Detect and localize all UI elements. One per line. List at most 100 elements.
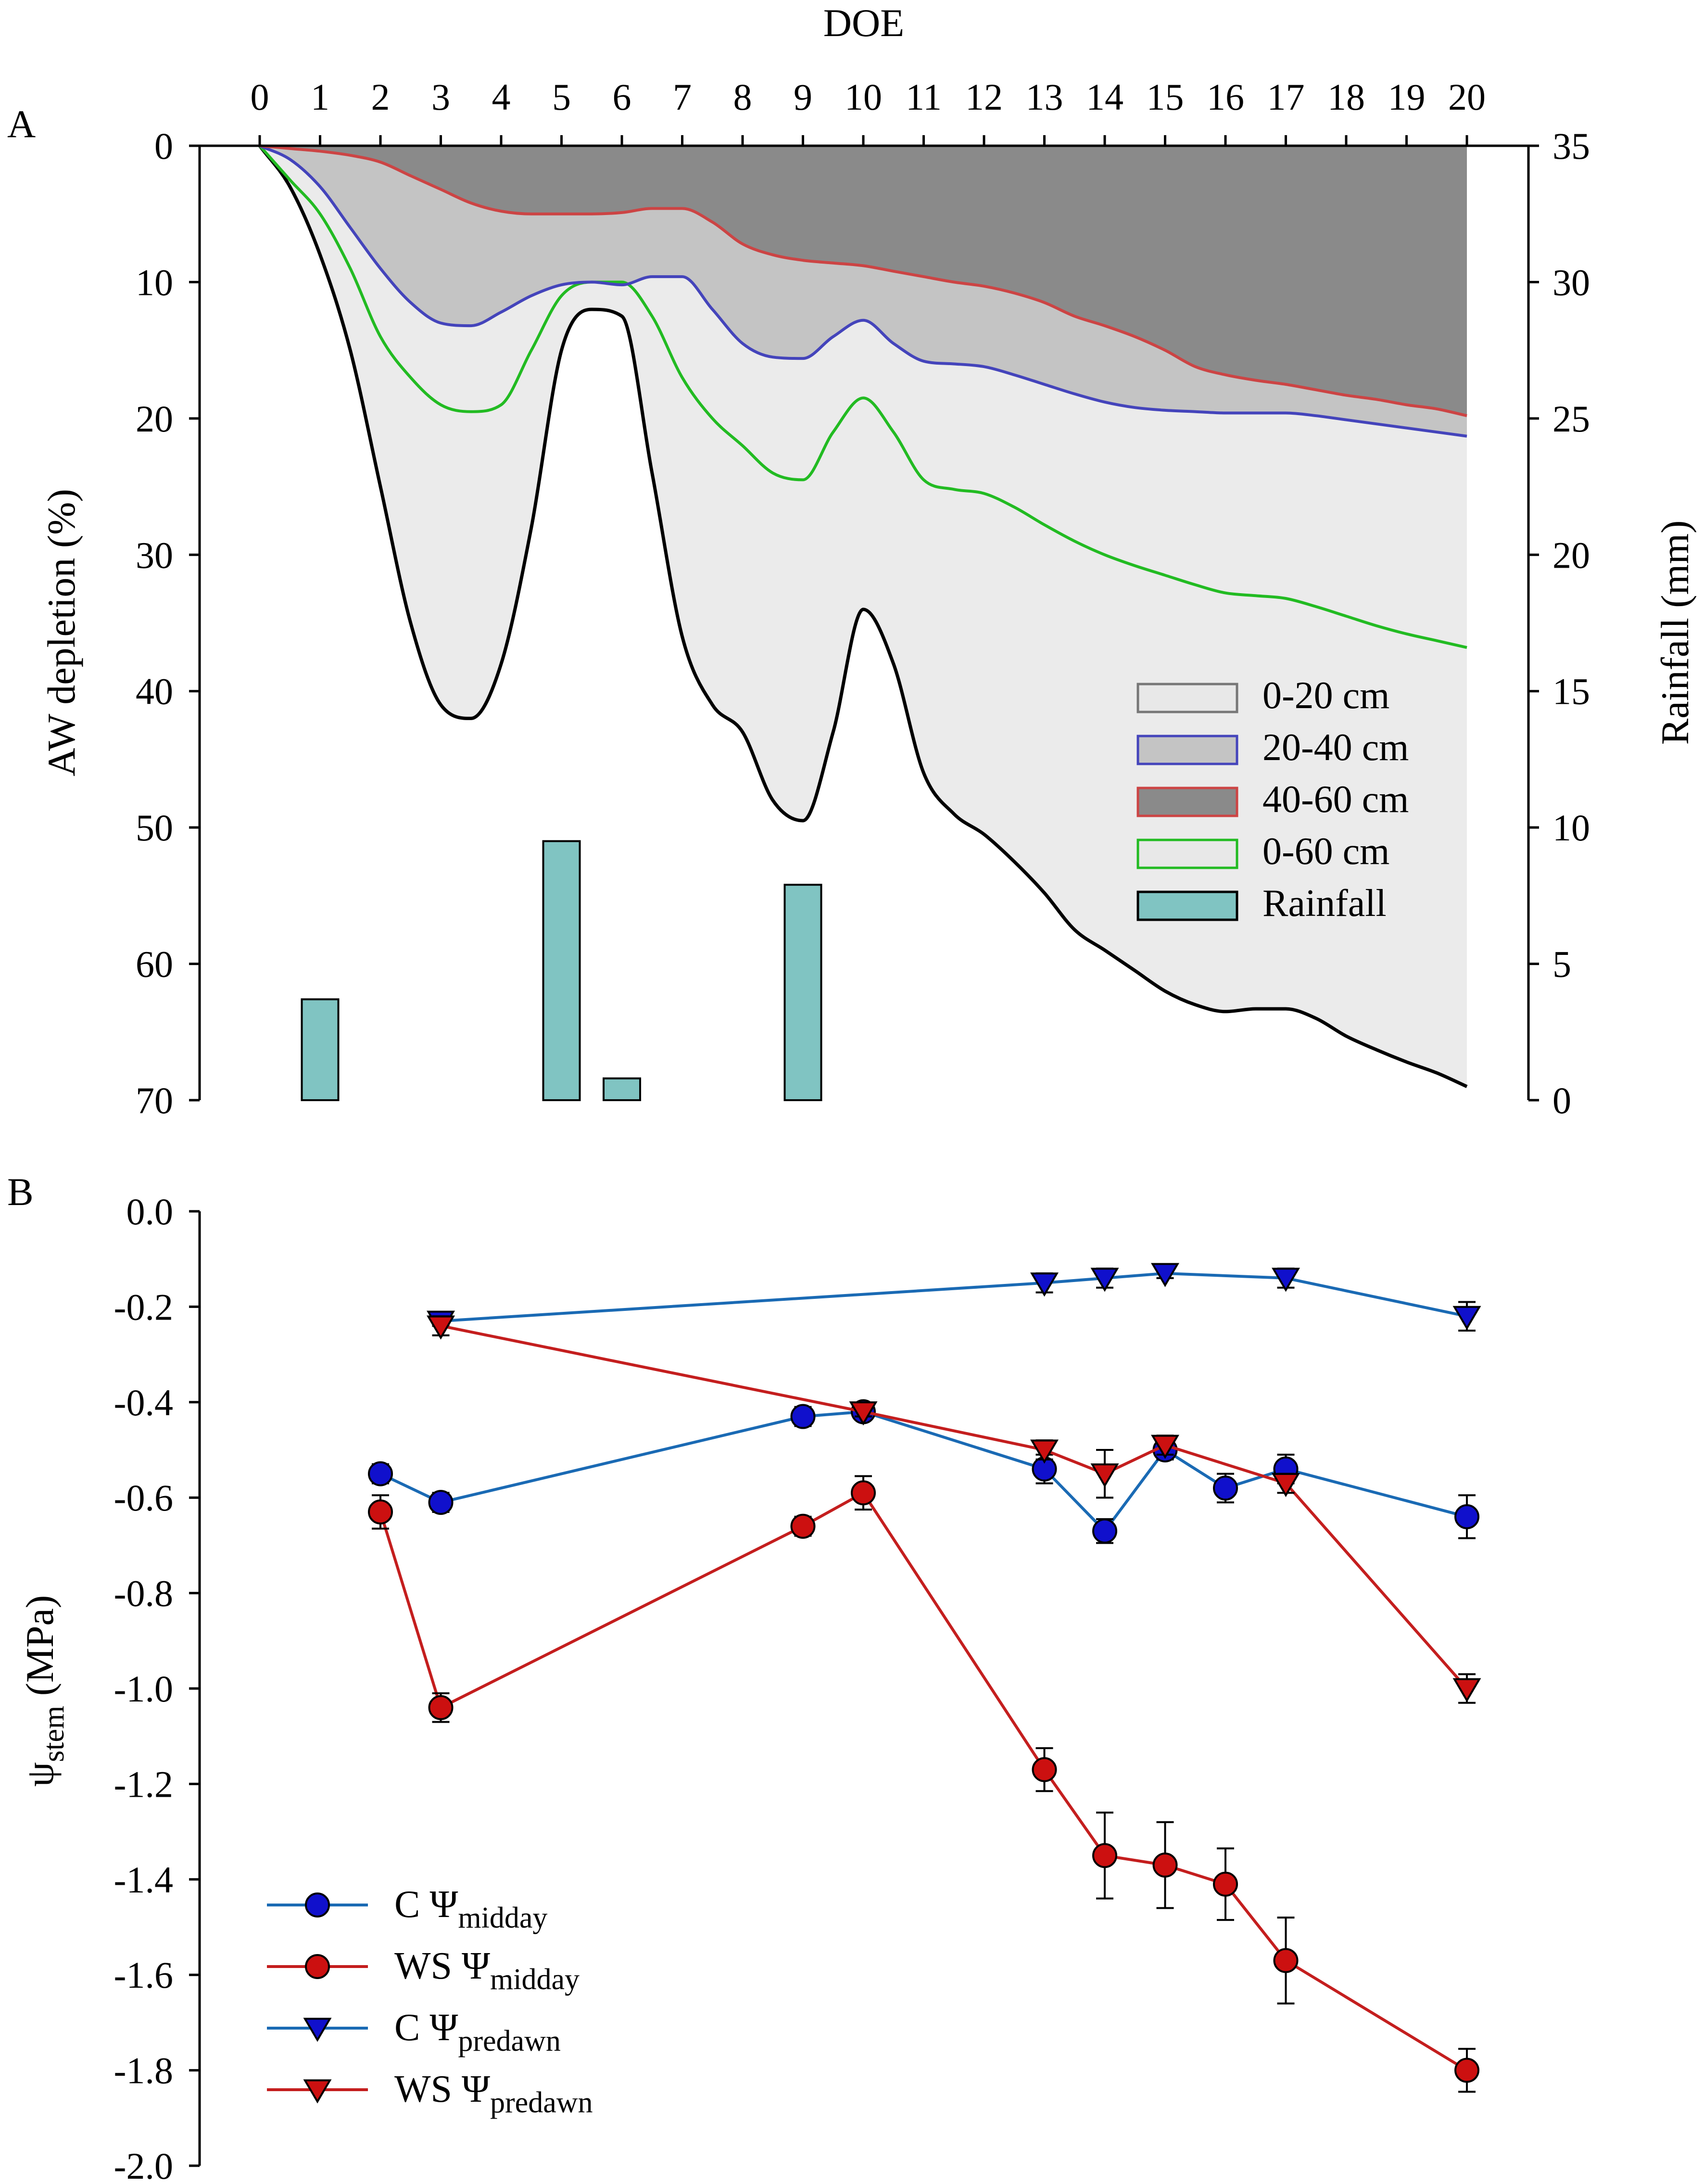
- x-tick-label: 13: [1026, 76, 1063, 118]
- data-point: [1030, 1439, 1059, 1464]
- x-tick-label: 11: [906, 76, 942, 118]
- y2-tick-label: 35: [1553, 125, 1590, 167]
- panel-a-label: A: [7, 102, 36, 146]
- legend-label-main: C Ψ: [394, 2006, 458, 2049]
- legend-marker: [303, 2018, 332, 2042]
- panel-b-y-tick-label: 0.0: [126, 1191, 174, 1232]
- y-tick-label: 60: [136, 943, 173, 985]
- line-0-60-cm: [258, 145, 1467, 649]
- y2-tick-label: 15: [1553, 671, 1590, 712]
- data-point: [790, 1513, 816, 1539]
- panel-b-y-tick-label: -1.6: [114, 1954, 173, 1996]
- data-point: [1092, 1518, 1117, 1544]
- x-tick-label: 3: [431, 76, 450, 118]
- panel-a-x-axis-title: DOE: [823, 1, 905, 45]
- data-point: [1092, 1843, 1117, 1868]
- panel-b-y-axis-title: ψstem (MPa): [18, 1595, 70, 1787]
- data-point: [1151, 1435, 1179, 1459]
- legend-label-sub: midday: [458, 1902, 547, 1934]
- data-point: [1152, 1853, 1178, 1878]
- x-tick-label: 12: [965, 76, 1003, 118]
- data-point: [1272, 1268, 1300, 1292]
- panel-a-legend: 0-20 cm 20-40 cm 40-60 cm 0-60 cm Rainfall: [1136, 674, 1409, 925]
- series-layer: [368, 1263, 1481, 2093]
- panel-b-label: B: [7, 1170, 34, 1214]
- panel-b: B ψstem (MPa) 0.0 -0.2 -0.4 -0.6 -0.8 -1.0 -1.…: [7, 1170, 1481, 2184]
- line-20-40-cm: [259, 144, 1467, 438]
- rainfall-bar: [783, 884, 822, 1101]
- legend-label-main: C Ψ: [394, 1883, 458, 1926]
- panel-b-y-tick-label: -0.6: [114, 1477, 173, 1519]
- series-ws-predawn: [427, 1315, 1481, 1704]
- legend-label: 0-60 cm: [1262, 830, 1389, 873]
- data-point: [849, 1401, 878, 1426]
- x-tick-label: 0: [251, 76, 269, 118]
- data-point: [1032, 1757, 1057, 1782]
- legend-swatch: [1136, 735, 1238, 765]
- y-tick-label: 10: [136, 261, 173, 303]
- legend-swatch: [1136, 683, 1238, 713]
- data-point: [790, 1404, 816, 1429]
- panel-a-y2-axis-title: Rainfall (mm): [1653, 521, 1697, 745]
- panel-b-y-tick-label: -2.0: [114, 2145, 173, 2184]
- x-tick-label: 14: [1086, 76, 1123, 118]
- panel-b-y-axis-title-main: ψ: [18, 1762, 62, 1787]
- series-line: [379, 1410, 1467, 1534]
- x-tick-label: 8: [733, 76, 752, 118]
- legend-label-sub: midday: [490, 1963, 580, 1996]
- rainfall-bar: [542, 840, 581, 1101]
- panel-b-y-tick-label: -1.8: [114, 2050, 173, 2092]
- x-tick-label: 10: [845, 76, 882, 118]
- data-point: [1273, 1948, 1299, 1973]
- line-40-60-cm: [259, 144, 1467, 418]
- data-point: [427, 1315, 455, 1340]
- legend-marker: [305, 1892, 330, 1917]
- series-line: [379, 1491, 1468, 2072]
- y2-tick-label: 30: [1553, 261, 1590, 303]
- series-line: [440, 1324, 1468, 1689]
- legend-swatch: [1136, 890, 1238, 921]
- data-point: [1452, 1678, 1481, 1702]
- panel-b-y-tick-label: -0.2: [114, 1286, 173, 1328]
- rainfall-bars: [301, 840, 822, 1102]
- x-tick-label: 4: [492, 76, 511, 118]
- x-tick-label: 1: [311, 76, 329, 118]
- x-tick-label: 16: [1207, 76, 1244, 118]
- y-tick-label: 20: [136, 398, 173, 440]
- y-tick-label: 50: [136, 807, 173, 849]
- y2-tick-label: 20: [1553, 534, 1590, 576]
- x-tick-label: 7: [673, 76, 692, 118]
- panel-b-y-tick-label: -1.0: [114, 1668, 173, 1710]
- panel-a-y-axis-title: AW depletion (%): [39, 489, 83, 776]
- y2-tick-label: 5: [1553, 943, 1571, 985]
- x-tick-label: 9: [794, 76, 812, 118]
- panel-a-axes: 0 1 2 3 4 5 6 7 8 9 10 11 12 13 14 15 16 17 18 19 2001020304…: [136, 76, 1590, 1121]
- legend-label-main: WS Ψ: [394, 2068, 490, 2110]
- data-point: [1213, 1871, 1238, 1897]
- x-tick-label: 15: [1147, 76, 1184, 118]
- legend-swatch: [1136, 787, 1238, 817]
- panel-b-y-tick-label: -1.2: [114, 1763, 173, 1805]
- data-point: [1151, 1263, 1179, 1287]
- panel-b-y-tick-label: -0.4: [114, 1382, 173, 1423]
- legend-label: WS Ψpredawn: [394, 2068, 593, 2119]
- data-point: [1454, 2057, 1479, 2083]
- x-tick-label: 18: [1327, 76, 1365, 118]
- x-tick-label: 2: [371, 76, 390, 118]
- panel-b-y-tick-label: -0.8: [114, 1573, 173, 1614]
- panel-b-y-axis-title-unit: (MPa): [18, 1595, 62, 1706]
- data-point: [1090, 1268, 1119, 1292]
- legend-label: C Ψpredawn: [394, 2006, 561, 2057]
- x-tick-label: 6: [613, 76, 631, 118]
- legend-label-sub: predawn: [458, 2025, 560, 2057]
- legend-label: 40-60 cm: [1262, 778, 1409, 821]
- y-tick-label: 40: [136, 671, 173, 712]
- data-point: [1090, 1463, 1119, 1488]
- data-point: [1030, 1272, 1059, 1297]
- rainfall-bar: [301, 998, 340, 1102]
- panel-b-y-axis-title-sub: stem: [38, 1706, 70, 1762]
- area-layer: [258, 144, 1468, 1088]
